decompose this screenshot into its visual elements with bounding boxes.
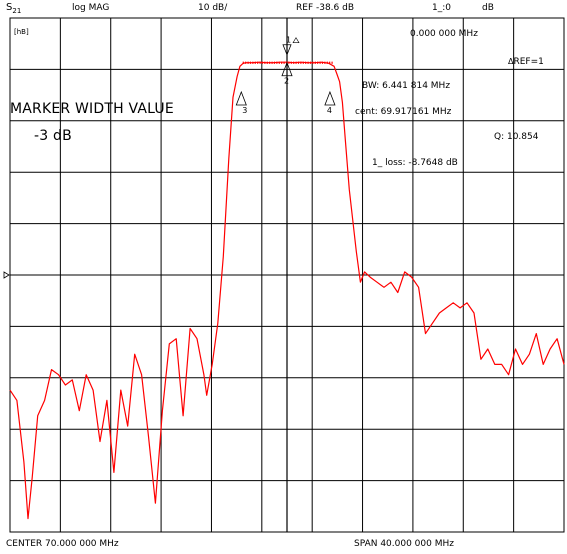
bandwidth-readout: BW: 6.441 814 MHz (362, 81, 451, 91)
span-frequency: SPAN 40.000 000 MHz (354, 539, 454, 549)
annotation-title: MARKER WIDTH VALUE (10, 101, 174, 117)
q-readout: Q: 10.854 (494, 132, 539, 142)
parameter-main: S (6, 2, 13, 13)
parameter-label: S21 (6, 2, 21, 17)
annotation-subtitle: -3 dB (34, 128, 72, 144)
ref-marker-text: REF=1 (513, 57, 544, 67)
marker-2-icon (281, 61, 293, 77)
loss-readout: 1_ loss: -8.7648 dB (372, 158, 458, 168)
scale-label: 10 dB/ (198, 3, 228, 13)
format-label: log MAG (72, 3, 110, 13)
marker-label: 3 (242, 106, 247, 115)
parameter-sub: 21 (12, 7, 22, 15)
center-readout: cent: 69.917161 MHz (355, 107, 452, 117)
channel-label: [hB] (14, 28, 29, 36)
marker-4-icon (324, 90, 336, 106)
marker-label: 4 (327, 106, 332, 115)
marker-label: 1 (286, 36, 291, 45)
unit-label: dB (482, 3, 494, 13)
delta-icon: Δ (508, 57, 514, 66)
reference-position-icon (3, 271, 10, 279)
marker-label: 2 (284, 77, 289, 86)
ref-marker-label: ΔREF=1 (508, 56, 544, 68)
marker-1-icon (282, 37, 300, 56)
marker-3-icon (235, 90, 247, 106)
marker-frequency: 0.000 000 MHz (410, 29, 478, 39)
marker-header: 1_:0 (432, 3, 451, 13)
reference-level: REF -38.6 dB (296, 3, 355, 13)
center-frequency: CENTER 70.000 000 MHz (6, 539, 119, 549)
